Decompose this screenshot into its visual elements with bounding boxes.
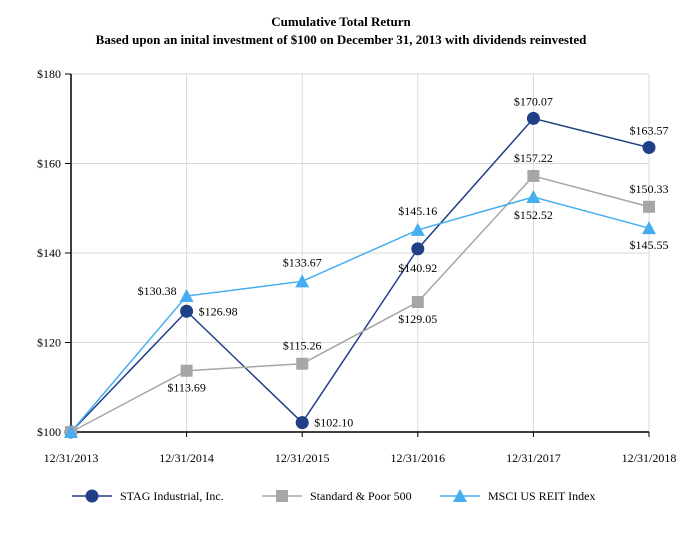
data-label: $133.67 [283,255,322,269]
data-label: $126.98 [199,304,238,318]
legend-marker [453,489,467,502]
x-tick-label: 12/31/2018 [622,451,677,465]
legend-marker [276,490,288,502]
data-label: $115.26 [283,339,322,353]
series-line-standard-poor-500 [70,175,650,433]
data-point-stag-industrial-inc- [295,416,309,430]
data-label: $129.05 [398,312,437,326]
data-point-standard-poor-500 [527,169,540,182]
data-label: $152.52 [514,208,553,222]
data-label: $157.22 [514,151,553,165]
data-point-stag-industrial-inc- [642,141,656,155]
data-point-standard-poor-500 [411,296,424,309]
data-label: $150.33 [630,182,669,196]
data-point-stag-industrial-inc- [526,111,540,125]
x-tick-label: 12/31/2016 [390,451,445,465]
data-point-msci-us-reit-index [410,222,425,236]
chart-title: Cumulative Total Return [271,14,411,29]
data-point-standard-poor-500 [643,200,655,213]
data-label: $145.55 [630,238,669,252]
data-point-msci-us-reit-index [179,289,194,303]
data-label: $145.16 [398,204,437,218]
legend-label: Standard & Poor 500 [310,489,412,503]
x-tick-label: 12/31/2014 [159,451,214,465]
y-tick-label: $100 [37,425,61,439]
y-tick-label: $120 [37,336,61,350]
data-point-standard-poor-500 [180,364,193,377]
x-tick-label: 12/31/2013 [44,451,99,465]
data-point-stag-industrial-inc- [180,304,194,318]
data-point-msci-us-reit-index [526,189,541,203]
y-tick-label: $140 [37,246,61,260]
data-point-msci-us-reit-index [642,221,656,235]
data-label: $113.69 [167,381,206,395]
series-line-stag-industrial-inc- [70,117,650,433]
x-tick-label: 12/31/2015 [275,451,330,465]
data-label: $140.92 [398,261,437,275]
legend-label: STAG Industrial, Inc. [120,489,224,503]
data-label: $130.38 [138,284,177,298]
data-label: $102.10 [314,416,353,430]
data-point-stag-industrial-inc- [411,242,425,256]
data-label: $170.07 [514,94,553,108]
data-point-standard-poor-500 [296,357,309,370]
chart-subtitle: Based upon an inital investment of $100 … [95,32,587,47]
legend-marker [85,489,99,503]
x-tick-label: 12/31/2017 [506,451,561,465]
data-point-msci-us-reit-index [295,274,310,288]
data-point-msci-us-reit-index [64,425,78,438]
legend-label: MSCI US REIT Index [488,489,595,503]
y-tick-label: $160 [37,157,61,171]
series-line-msci-us-reit-index [70,196,650,433]
data-label: $163.57 [630,124,669,138]
y-tick-label: $180 [37,67,61,81]
